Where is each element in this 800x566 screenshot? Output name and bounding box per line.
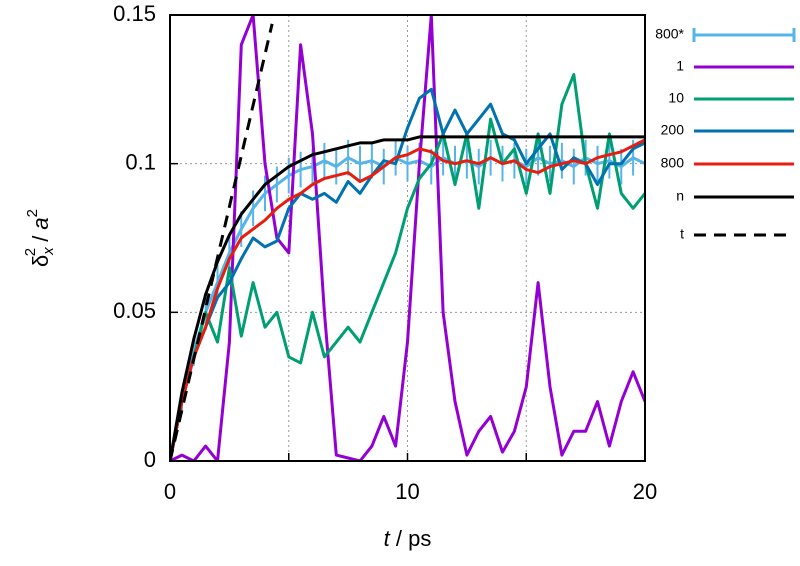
y-tick-label: 0.15 xyxy=(113,1,156,26)
legend: 800* 1 10 200 800 n t xyxy=(655,26,796,242)
y-axis-label-part: / xyxy=(28,230,53,248)
y-axis-label-part: x xyxy=(40,247,57,256)
legend-label: t xyxy=(680,226,684,242)
y-axis-label-part: 2 xyxy=(24,209,41,217)
y-axis-label-part: 2 xyxy=(22,248,39,256)
x-axis-label: t / ps xyxy=(384,526,432,551)
y-axis-label-part: δ xyxy=(28,255,53,267)
y-tick-label: 0.05 xyxy=(113,298,156,323)
series-line xyxy=(170,135,645,461)
y-tick-label: 0 xyxy=(144,447,156,472)
y-axis-label-part: a xyxy=(28,217,53,229)
x-tick-label: 10 xyxy=(395,479,419,504)
plot-area xyxy=(170,15,645,461)
x-axis-label-part: t xyxy=(384,526,391,551)
legend-label: 1 xyxy=(676,58,684,74)
series-line xyxy=(170,15,645,461)
legend-label: n xyxy=(676,188,684,204)
x-tick-label: 0 xyxy=(164,479,176,504)
x-axis-label-part: / ps xyxy=(390,526,432,551)
legend-label: 800 xyxy=(661,155,685,171)
legend-label: 800* xyxy=(655,26,684,42)
y-tick-label: 0.1 xyxy=(125,149,156,174)
series-line xyxy=(170,87,645,461)
x-tick-label: 20 xyxy=(633,479,657,504)
series-line xyxy=(170,138,645,461)
y-axis-label: δx2 / a2 xyxy=(22,209,57,267)
series-line xyxy=(170,23,274,461)
legend-label: 10 xyxy=(668,90,684,106)
legend-label: 200 xyxy=(661,122,685,138)
series-line xyxy=(170,73,645,461)
